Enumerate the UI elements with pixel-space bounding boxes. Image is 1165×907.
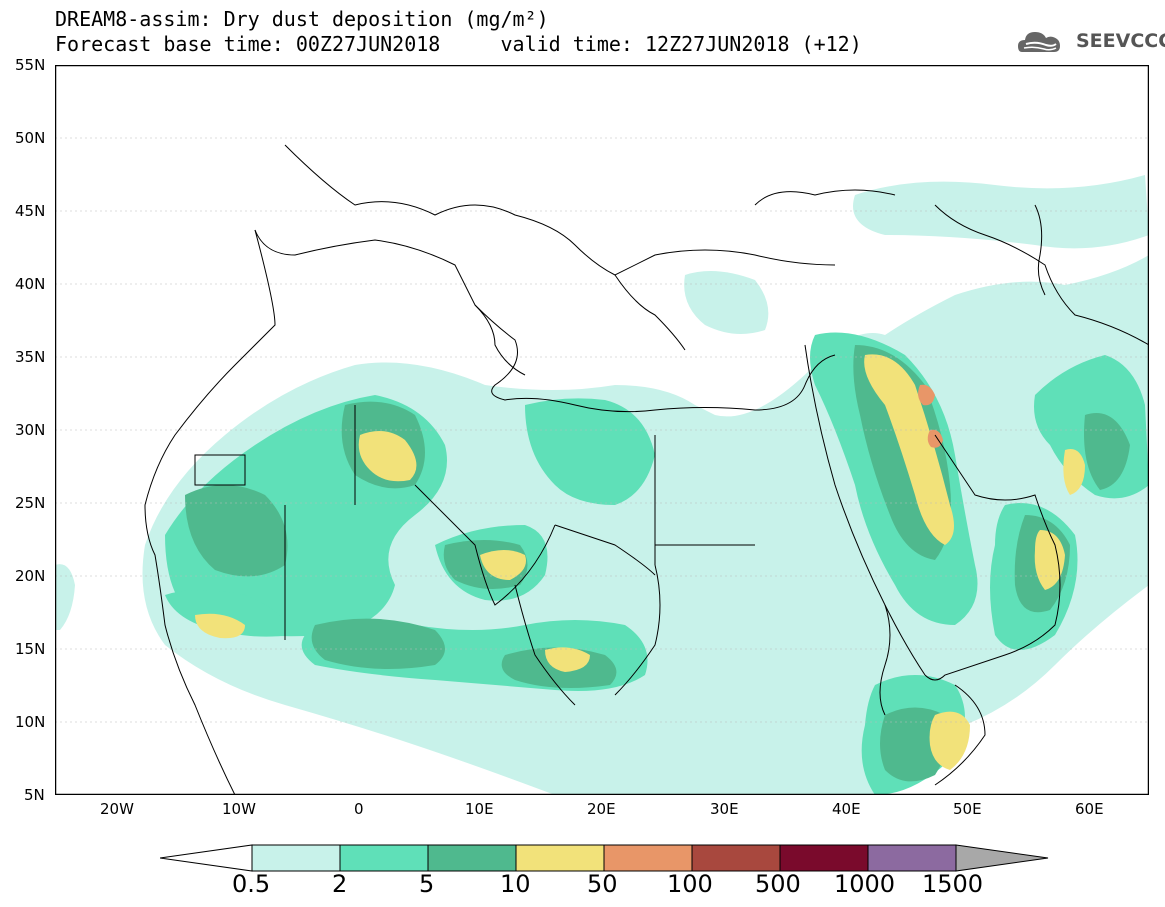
colorbar-swatch-2 bbox=[339, 844, 429, 872]
colorbar-label-2: 2 bbox=[332, 870, 348, 898]
cloud-icon bbox=[1018, 32, 1060, 52]
lon-label-10e: 10E bbox=[465, 800, 494, 818]
lat-label-55n: 55N bbox=[15, 56, 46, 74]
dust-deposition-map bbox=[55, 65, 1149, 795]
lat-label-30n: 30N bbox=[15, 421, 46, 439]
colorbar-swatch-500 bbox=[779, 844, 869, 872]
lon-label-10w: 10W bbox=[222, 800, 256, 818]
lon-label-20w: 20W bbox=[100, 800, 134, 818]
colorbar-label-100: 100 bbox=[667, 870, 713, 898]
lat-label-45n: 45N bbox=[15, 202, 46, 220]
lon-label-30e: 30E bbox=[710, 800, 739, 818]
forecast-time-line: Forecast base time: 00Z27JUN2018 valid t… bbox=[55, 32, 862, 56]
lat-label-5n: 5N bbox=[24, 786, 45, 804]
lat-label-50n: 50N bbox=[15, 129, 46, 147]
map-border bbox=[55, 65, 1149, 795]
colorbar-label-1500: 1500 bbox=[922, 870, 984, 898]
lat-label-35n: 35N bbox=[15, 348, 46, 366]
colorbar-swatch-10 bbox=[515, 844, 605, 872]
dust-zone-50 bbox=[918, 384, 943, 448]
lon-label-60e: 60E bbox=[1075, 800, 1104, 818]
coastlines-and-borders bbox=[144, 144, 1149, 795]
colorbar bbox=[160, 844, 1049, 872]
colorbar-low-arrow bbox=[160, 844, 253, 872]
colorbar-label-10: 10 bbox=[500, 870, 531, 898]
lon-label-20e: 20E bbox=[587, 800, 616, 818]
dust-zone-10 bbox=[195, 354, 1085, 770]
colorbar-high-arrow bbox=[955, 844, 1049, 872]
colorbar-label-1000: 1000 bbox=[834, 870, 896, 898]
lon-label-0: 0 bbox=[354, 800, 364, 818]
seevccc-logo-text: SEEVCCC bbox=[1076, 30, 1165, 52]
lat-label-10n: 10N bbox=[15, 713, 46, 731]
colorbar-label-500: 500 bbox=[755, 870, 801, 898]
colorbar-swatch-1000 bbox=[867, 844, 957, 872]
map-title: DREAM8-assim: Dry dust deposition (mg/m²… bbox=[55, 7, 549, 31]
colorbar-swatch-50 bbox=[603, 844, 693, 872]
colorbar-swatch-5 bbox=[427, 844, 517, 872]
colorbar-swatch-0_5 bbox=[251, 844, 341, 872]
lon-label-50e: 50E bbox=[953, 800, 982, 818]
colorbar-label-50: 50 bbox=[587, 870, 618, 898]
lat-lon-gridlines bbox=[55, 137, 1149, 723]
lat-label-40n: 40N bbox=[15, 275, 46, 293]
colorbar-label-0_5: 0.5 bbox=[232, 870, 271, 898]
lon-label-40e: 40E bbox=[832, 800, 861, 818]
colorbar-label-5: 5 bbox=[419, 870, 435, 898]
lat-label-25n: 25N bbox=[15, 494, 46, 512]
colorbar-swatch-100 bbox=[691, 844, 781, 872]
lat-label-20n: 20N bbox=[15, 567, 46, 585]
lat-label-15n: 15N bbox=[15, 640, 46, 658]
